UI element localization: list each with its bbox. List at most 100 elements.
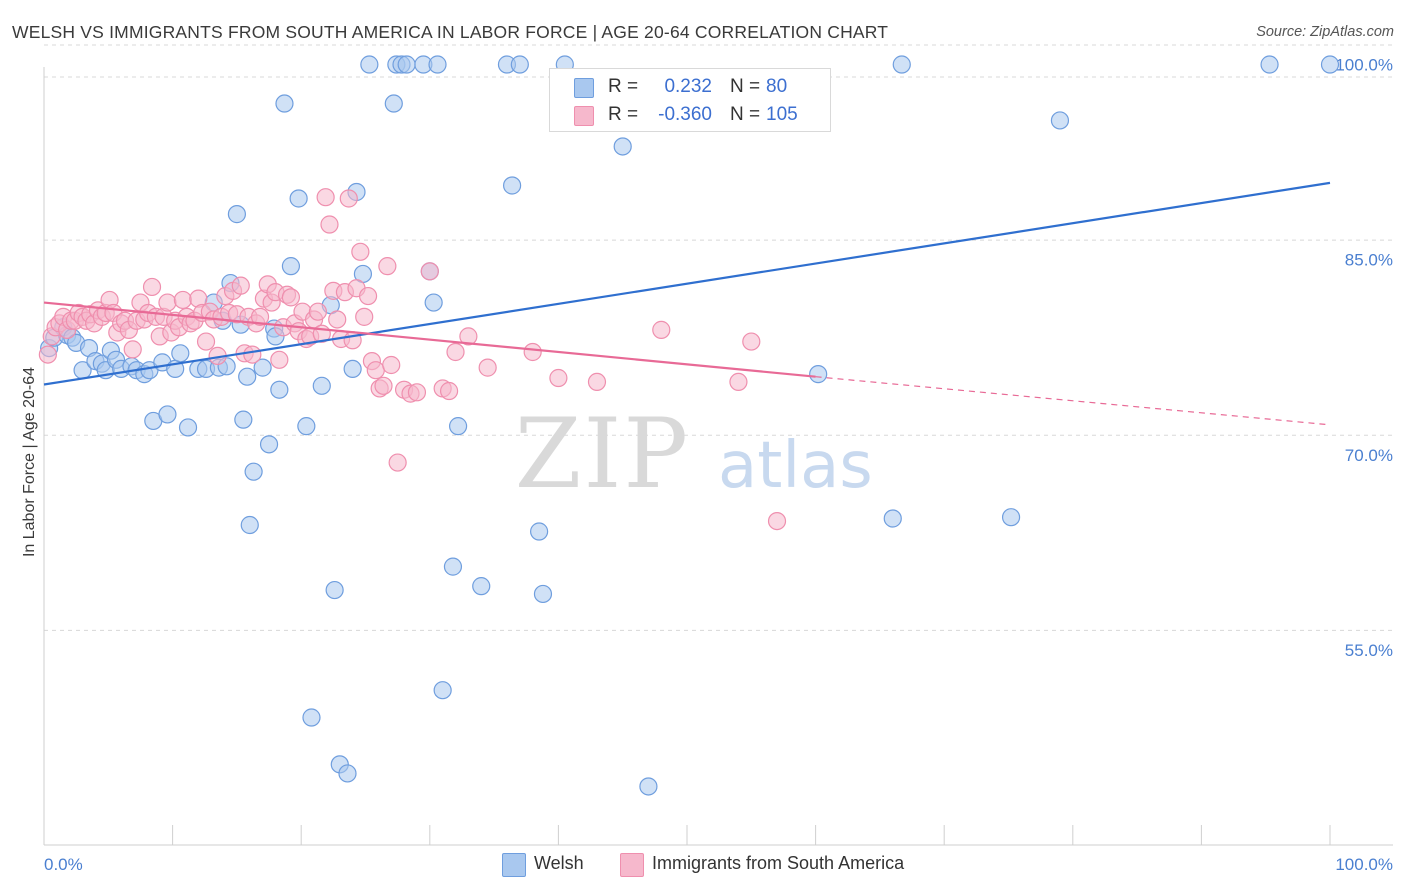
welsh-point: [275, 94, 294, 113]
series-legend: Welsh Immigrants from South America: [0, 852, 1406, 878]
welsh-point: [883, 509, 902, 528]
south-america-point: [281, 288, 301, 307]
welsh-point: [171, 344, 190, 363]
south-america-point: [196, 332, 216, 351]
welsh-point: [158, 405, 177, 424]
y-tick-label: 55.0%: [1345, 641, 1393, 660]
welsh-point: [809, 365, 828, 384]
welsh-point: [238, 367, 257, 386]
welsh-point: [302, 708, 321, 727]
south-america-point: [388, 453, 407, 472]
south-america-point: [439, 381, 459, 401]
welsh-point: [443, 557, 463, 576]
welsh-swatch: [502, 853, 526, 877]
welsh-point: [384, 94, 403, 113]
y-tick-label: 100.0%: [1335, 56, 1393, 75]
x-tick-label-max: 100.0%: [1335, 855, 1393, 874]
south-america-point: [38, 345, 57, 364]
south-america-point: [308, 302, 328, 321]
welsh-point: [1260, 55, 1279, 74]
welsh-point: [448, 417, 468, 436]
welsh-point: [289, 189, 308, 208]
welsh-point: [281, 257, 301, 276]
south-america-point: [378, 257, 397, 276]
chart-title: WELSH VS IMMIGRANTS FROM SOUTH AMERICA I…: [12, 22, 889, 42]
axis-layer: [43, 67, 1393, 846]
welsh-point: [1001, 508, 1021, 527]
welsh-point: [892, 55, 911, 74]
south-america-point: [767, 511, 787, 531]
welsh-point: [503, 176, 522, 195]
welsh-point: [240, 515, 259, 535]
welsh-point: [533, 584, 553, 604]
south-america-point: [328, 310, 347, 329]
south-america-point: [270, 350, 289, 369]
welsh-point: [360, 55, 379, 74]
y-axis-label: In Labor Force | Age 20-64: [21, 367, 38, 557]
legend-label: Welsh: [534, 853, 584, 873]
legend-row-welsh: R = 0.232 N = 80: [550, 73, 830, 101]
points-layer: [38, 55, 1340, 796]
south-america-point: [158, 293, 177, 312]
south-america-point: [587, 372, 607, 392]
grid-layer: 100.0% 85.0% 70.0% 55.0%: [44, 44, 1393, 660]
r-value: -0.360: [658, 104, 712, 125]
welsh-point: [510, 55, 529, 74]
y-tick-label: 70.0%: [1345, 446, 1393, 465]
welsh-point: [1050, 111, 1070, 130]
south-america-point: [231, 276, 250, 295]
south-america-point: [358, 286, 378, 306]
welsh-point: [297, 417, 316, 436]
south-america-point: [316, 188, 335, 207]
welsh-point: [270, 380, 289, 399]
south-america-point: [742, 332, 761, 351]
welsh-point: [253, 358, 272, 377]
welsh-point: [338, 764, 357, 783]
welsh-point: [424, 293, 443, 312]
source-credit: Source: ZipAtlas.com: [1256, 24, 1394, 40]
south-america-swatch: [620, 853, 644, 877]
welsh-trend-line: [43, 181, 1331, 386]
n-value: 80: [766, 76, 788, 97]
welsh-point: [472, 577, 491, 596]
south-america-point: [123, 340, 142, 359]
welsh-point: [433, 681, 452, 700]
welsh-point: [343, 359, 362, 379]
correlation-legend: R = 0.232 N = 80 R = -0.360 N = 105: [549, 68, 831, 132]
south-america-point: [459, 327, 478, 346]
south-america-point: [243, 345, 262, 364]
south-america-trend-line: [43, 301, 816, 378]
trend-layer: [43, 181, 1331, 426]
south-america-point: [420, 262, 439, 281]
south-america-point: [382, 355, 401, 375]
legend-label: Immigrants from South America: [652, 853, 905, 873]
x-tick-label-min: 0.0%: [44, 855, 83, 874]
n-value: 105: [766, 104, 798, 125]
r-label: R =: [608, 104, 639, 125]
south-america-trend-extension: [815, 376, 1331, 426]
south-america-point: [250, 307, 270, 326]
welsh-swatch: [574, 78, 594, 98]
watermark-atlas: atlas: [718, 429, 873, 503]
welsh-point: [639, 777, 658, 796]
welsh-point: [312, 376, 331, 395]
welsh-point: [1320, 55, 1340, 74]
welsh-point: [259, 435, 279, 454]
welsh-point: [227, 205, 246, 224]
welsh-point: [178, 418, 198, 437]
n-label: N =: [730, 76, 761, 97]
welsh-point: [325, 580, 344, 600]
y-tick-label: 85.0%: [1345, 251, 1393, 270]
south-america-point: [173, 290, 192, 310]
south-america-point: [142, 277, 162, 297]
welsh-point: [397, 55, 416, 74]
south-america-point: [478, 358, 497, 377]
south-america-point: [374, 376, 393, 395]
welsh-point: [613, 137, 632, 156]
r-value: 0.232: [664, 76, 712, 97]
r-label: R =: [608, 76, 639, 97]
south-america-point: [339, 189, 358, 208]
south-america-point: [320, 215, 339, 234]
south-america-point: [652, 320, 671, 339]
